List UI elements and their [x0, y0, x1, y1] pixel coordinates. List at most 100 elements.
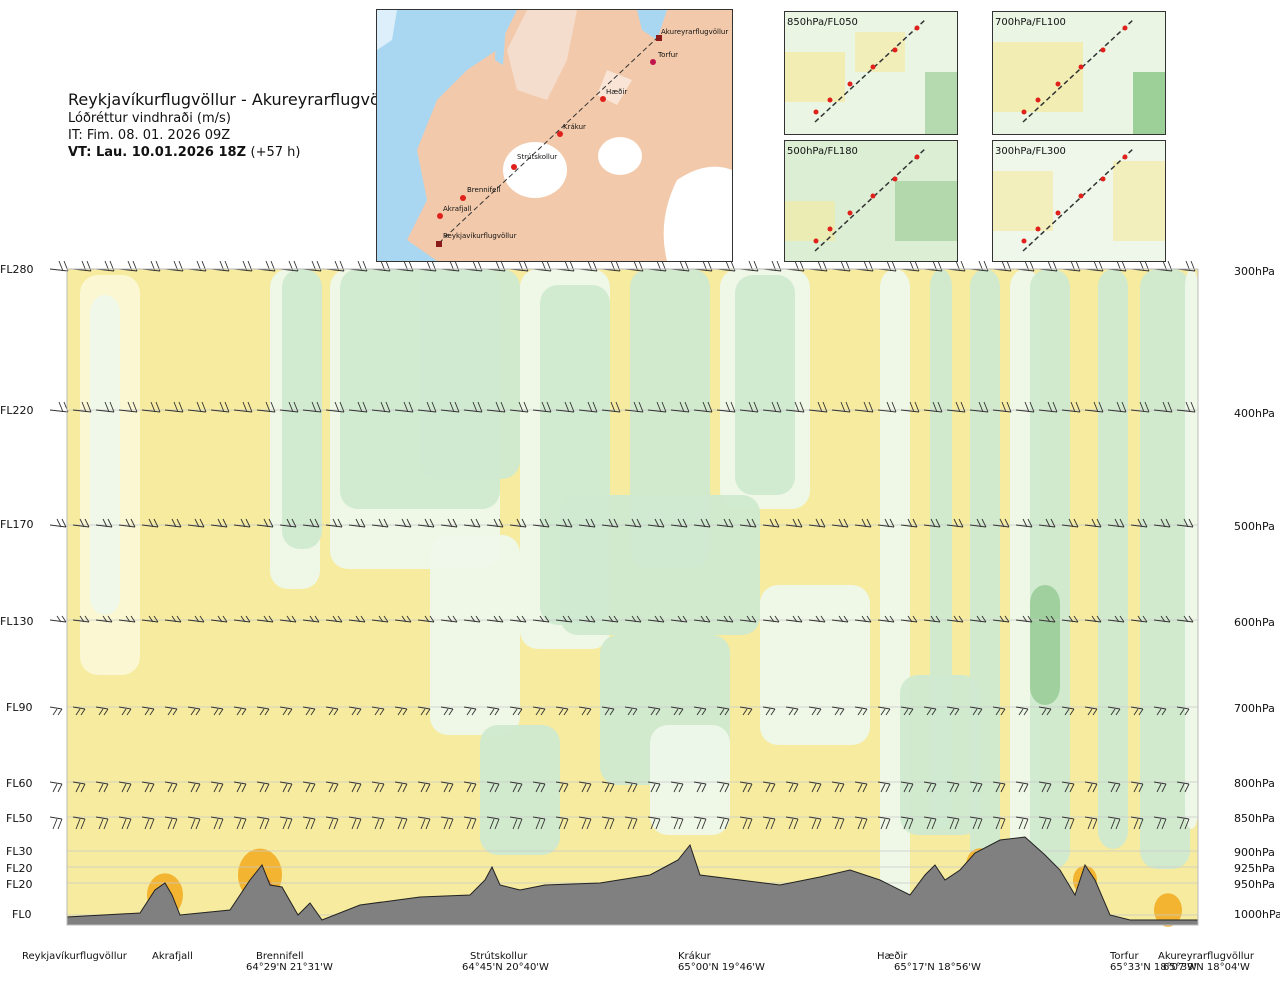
wind-barb-2-1154 [1153, 518, 1171, 528]
wind-barb-2-694 [693, 518, 711, 528]
map-label-krakur: Krákur [563, 123, 586, 131]
valid-offset: (+57 h) [250, 145, 301, 160]
wind-barb-1-487 [486, 401, 506, 413]
wind-barb-3-1039 [1038, 615, 1056, 623]
wind-barb-1-763 [762, 401, 782, 413]
wind-barb-5-303 [302, 781, 316, 793]
wind-barb-1-901 [900, 401, 920, 413]
wp-name-haedir: Hæðir [877, 951, 908, 962]
wind-barb-2-648 [647, 518, 665, 528]
wind-barb-3-717 [716, 615, 734, 623]
wind-barb-3-1108 [1107, 615, 1125, 623]
wind-barb-5-717 [716, 781, 730, 793]
wind-barb-2-73 [72, 518, 90, 528]
valid-time-label: VT: Lau. 10.01.2026 18Z [68, 145, 247, 160]
wind-barb-3-303 [302, 615, 320, 623]
wind-barb-2-464 [463, 518, 481, 528]
wind-barb-6-1131 [1130, 816, 1144, 830]
wp-label-brennifell: Brennifell 64°29'N 21°31'W [246, 951, 333, 973]
wind-barb-5-464 [463, 781, 477, 793]
wind-barb-5-441 [440, 781, 454, 793]
wp-name-akureyri: Akureyrarflugvöllur [1158, 951, 1255, 962]
field-band-9 [630, 269, 710, 569]
wind-barb-4-372 [371, 706, 385, 716]
route-map-svg: Akureyrarflugvöllur Torfur Hæðir Krákur … [377, 10, 732, 261]
wind-barb-5-280 [279, 781, 293, 793]
wind-barb-3-947 [946, 615, 964, 623]
wind-barb-5-602 [601, 781, 615, 793]
wind-barb-6-1062 [1061, 816, 1075, 830]
wind-barb-3-188 [187, 615, 205, 623]
wind-barb-6-533 [532, 816, 546, 830]
wp-label-akureyri: Akureyrarflugvöllur 65°39'N 18°04'W [1158, 951, 1254, 973]
wind-barb-3-556 [555, 615, 573, 623]
field-band-25 [480, 725, 560, 855]
wp-label-haedir: Hæðir 65°17'N 18°56'W [877, 951, 981, 973]
wind-barb-5-1016 [1015, 781, 1029, 793]
wind-barb-4-418 [417, 706, 431, 716]
fl-label-130: FL130 [0, 615, 34, 628]
wind-barb-5-211 [210, 781, 224, 793]
wind-barb-3-1131 [1130, 615, 1148, 623]
wind-barb-2-970 [969, 518, 987, 528]
wind-barb-4-947 [946, 706, 960, 716]
wind-barb-2-280 [279, 518, 297, 528]
wind-barb-6-418 [417, 816, 431, 830]
wind-barb-3-395 [394, 615, 412, 623]
wind-barb-1-740 [739, 401, 759, 413]
wind-barb-3-280 [279, 615, 297, 623]
wind-barb-1-96 [95, 401, 115, 413]
wind-barb-4-50 [49, 706, 63, 716]
wind-barb-3-970 [969, 615, 987, 623]
wind-barb-2-717 [716, 518, 734, 528]
field-band-26 [650, 725, 730, 835]
field-band-11 [735, 275, 795, 495]
wind-barb-1-510 [509, 401, 529, 413]
wind-barb-6-901 [900, 816, 914, 830]
wind-barb-4-1039 [1038, 706, 1052, 716]
wind-barb-1-924 [923, 401, 943, 413]
p-label-600: 600hPa [1234, 616, 1275, 629]
wind-barb-4-533 [532, 706, 546, 716]
wind-barb-3-50 [49, 615, 67, 623]
wind-barb-3-740 [739, 615, 757, 623]
wind-barb-4-326 [325, 706, 339, 716]
wind-barb-1-441 [440, 401, 460, 413]
wind-barb-5-73 [72, 781, 86, 793]
field-band-23 [760, 585, 870, 745]
wind-barb-4-73 [72, 706, 86, 716]
inset-500-label: 500hPa/FL180 [787, 146, 858, 157]
wind-barb-1-832 [831, 401, 851, 413]
wp-label-torfur: Torfur 65°33'N 18°07'W [1110, 951, 1197, 973]
wind-barb-4-901 [900, 706, 914, 716]
wind-barb-4-1085 [1084, 706, 1098, 716]
wind-barb-6-234 [233, 816, 247, 830]
map-label-torfur: Torfur [657, 51, 678, 59]
fl-label-60: FL60 [6, 777, 33, 790]
wind-barb-1-372 [371, 401, 391, 413]
wind-barb-4-257 [256, 706, 270, 716]
wind-barb-3-142 [141, 615, 159, 623]
wind-barb-4-211 [210, 706, 224, 716]
wind-barb-5-671 [670, 781, 684, 793]
p-label-925: 925hPa [1234, 862, 1275, 875]
wind-barb-1-717 [716, 401, 736, 413]
wind-barb-5-510 [509, 781, 523, 793]
wind-barb-5-878 [877, 781, 891, 793]
wp-coord-krakur: 65°00'N 19°46'W [678, 962, 765, 973]
wind-barb-4-717 [716, 706, 730, 716]
wind-barb-1-395 [394, 401, 414, 413]
wind-barb-6-947 [946, 816, 960, 830]
wind-barb-6-832 [831, 816, 845, 830]
wind-barb-2-372 [371, 518, 389, 528]
wind-barb-1-211 [210, 401, 230, 413]
wind-barb-2-418 [417, 518, 435, 528]
wind-barb-5-855 [854, 781, 868, 793]
wind-barb-6-878 [877, 816, 891, 830]
wind-barb-2-740 [739, 518, 757, 528]
p-label-950: 950hPa [1234, 878, 1275, 891]
wind-barb-2-188 [187, 518, 205, 528]
wind-barb-3-349 [348, 615, 366, 623]
wind-barb-2-487 [486, 518, 504, 528]
wind-barb-2-763 [762, 518, 780, 528]
